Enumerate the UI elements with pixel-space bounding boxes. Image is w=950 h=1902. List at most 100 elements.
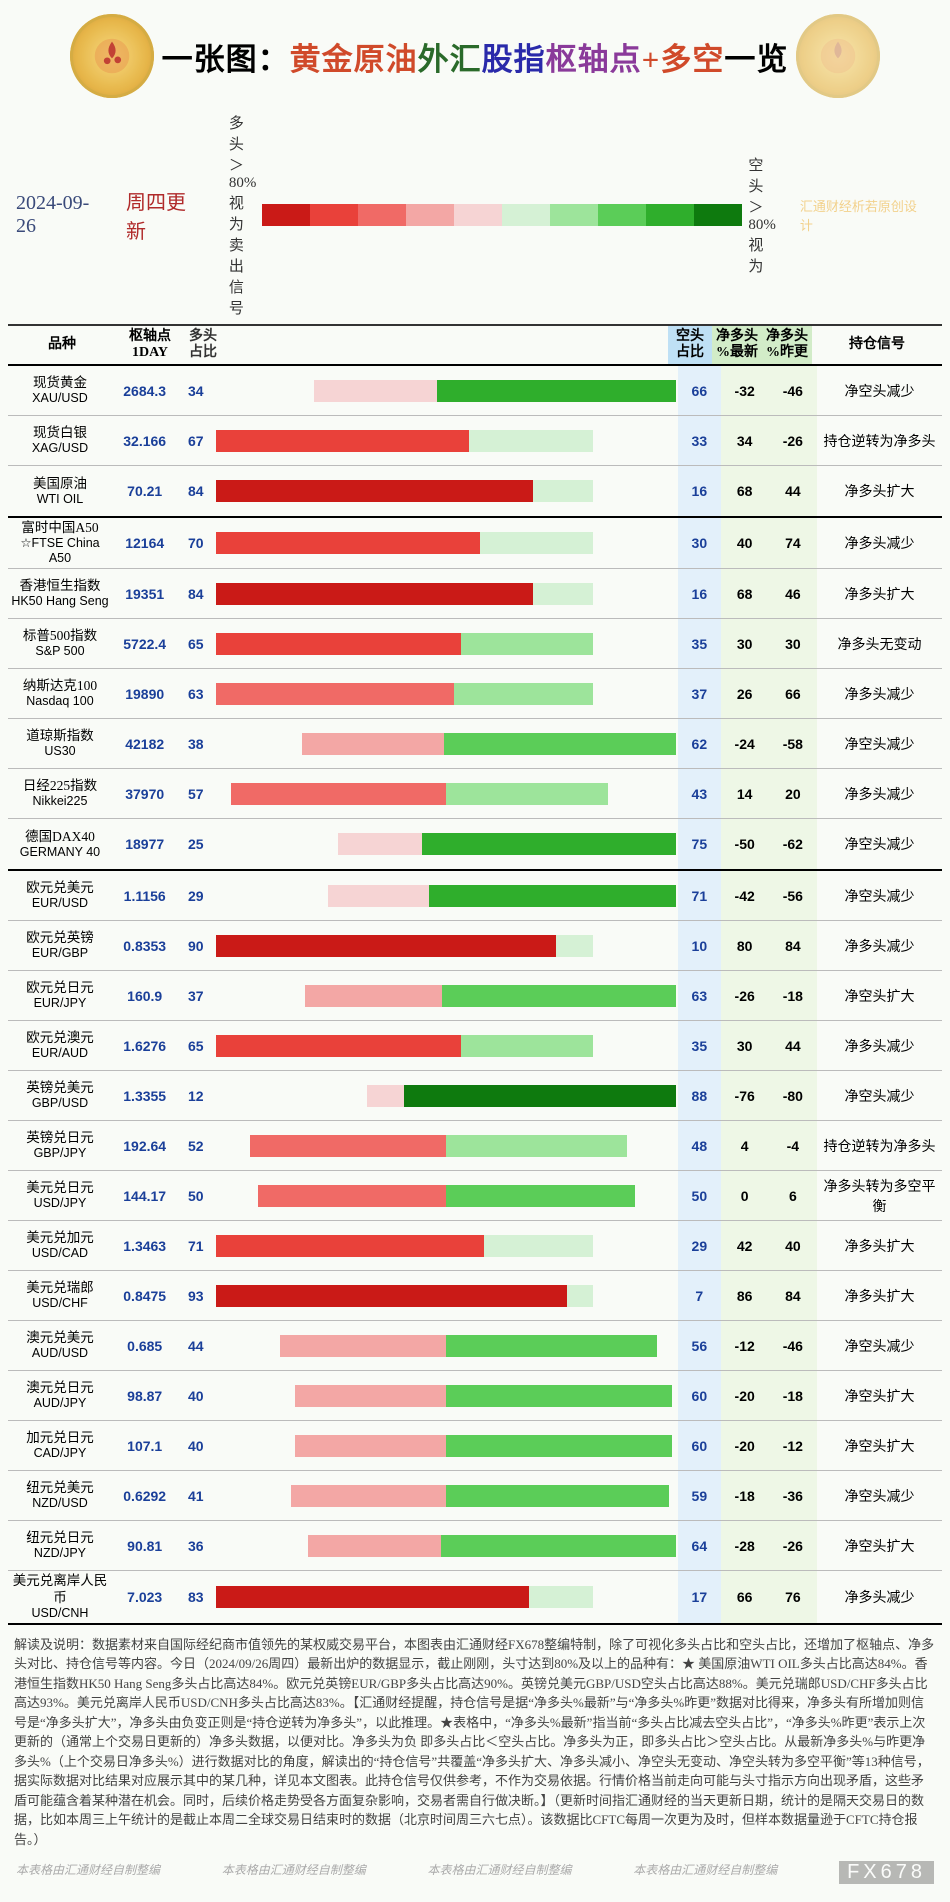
net-now: 30 (721, 1021, 769, 1070)
col-signal: 持仓信号 (812, 326, 942, 364)
instrument-en: S&P 500 (35, 644, 84, 659)
instrument-cn: 澳元兑美元 (26, 1330, 94, 1346)
instrument-en: NZD/JPY (34, 1546, 86, 1561)
ratio-bar (214, 1521, 678, 1570)
pivot-value: 98.87 (112, 1371, 178, 1420)
net-now: -42 (721, 871, 769, 920)
table-row: 美元兑加元USD/CAD1.346371294240净多头扩大 (8, 1221, 942, 1271)
long-pct: 52 (177, 1121, 214, 1170)
signal: 净多头扩大 (817, 1271, 942, 1320)
signal: 持仓逆转为净多头 (817, 1121, 942, 1170)
ratio-bar (214, 1371, 678, 1420)
short-pct: 66 (678, 366, 720, 415)
net-prev: -58 (769, 719, 817, 768)
ratio-bar (214, 1321, 678, 1370)
table-row: 现货白银XAG/USD32.166673334-26持仓逆转为净多头 (8, 416, 942, 466)
long-pct: 63 (177, 669, 214, 718)
short-pct: 60 (678, 1371, 720, 1420)
table-row: 香港恒生指数HK50 Hang Seng1935184166846净多头扩大 (8, 569, 942, 619)
instrument-cn: 富时中国A50 (21, 520, 98, 536)
table-row: 富时中国A50☆FTSE China A501216470304074净多头减少 (8, 518, 942, 569)
net-prev: -62 (769, 819, 817, 869)
net-now: 86 (721, 1271, 769, 1320)
long-pct: 12 (177, 1071, 214, 1120)
net-now: 34 (721, 416, 769, 465)
ratio-bar (214, 366, 678, 415)
pivot-value: 19890 (112, 669, 178, 718)
instrument-en: USD/CHF (32, 1296, 88, 1311)
ratio-bar (214, 1121, 678, 1170)
pivot-value: 7.023 (112, 1571, 178, 1622)
signal: 净多头减少 (817, 921, 942, 970)
net-prev: -56 (769, 871, 817, 920)
net-prev: 44 (769, 1021, 817, 1070)
long-pct: 83 (177, 1571, 214, 1622)
long-pct: 70 (177, 518, 214, 568)
net-prev: -4 (769, 1121, 817, 1170)
ratio-bar (214, 921, 678, 970)
net-prev: -12 (769, 1421, 817, 1470)
long-pct: 34 (177, 366, 214, 415)
long-pct: 29 (177, 871, 214, 920)
medallion-left-icon (70, 14, 154, 98)
signal: 净空头减少 (817, 719, 942, 768)
long-pct: 90 (177, 921, 214, 970)
bottom-watermark: 本表格由汇通财经自制整编 本表格由汇通财经自制整编 本表格由汇通财经自制整编 本… (8, 1855, 942, 1894)
ratio-bar (214, 1071, 678, 1120)
pivot-value: 32.166 (112, 416, 178, 465)
instrument-en: AUD/USD (32, 1346, 88, 1361)
legend-gradient (262, 204, 742, 226)
net-now: -76 (721, 1071, 769, 1120)
short-pct: 63 (678, 971, 720, 1020)
pivot-value: 1.1156 (112, 871, 178, 920)
pivot-value: 19351 (112, 569, 178, 618)
net-prev: -18 (769, 971, 817, 1020)
instrument-en: Nikkei225 (33, 794, 88, 809)
short-pct: 35 (678, 619, 720, 668)
net-prev: 66 (769, 669, 817, 718)
short-pct: 17 (678, 1571, 720, 1622)
short-pct: 37 (678, 669, 720, 718)
ratio-bar (214, 1021, 678, 1070)
net-now: 40 (721, 518, 769, 568)
pivot-value: 144.17 (112, 1171, 178, 1220)
instrument-en: AUD/JPY (34, 1396, 87, 1411)
long-pct: 41 (177, 1471, 214, 1520)
short-pct: 75 (678, 819, 720, 869)
net-prev: -26 (769, 1521, 817, 1570)
net-prev: -36 (769, 1471, 817, 1520)
signal: 净空头减少 (817, 1071, 942, 1120)
instrument-cn: 纽元兑日元 (26, 1530, 94, 1546)
short-pct: 88 (678, 1071, 720, 1120)
signal: 净多头转为多空平衡 (817, 1171, 942, 1220)
short-pct: 56 (678, 1321, 720, 1370)
long-pct: 84 (177, 569, 214, 618)
long-pct: 65 (177, 1021, 214, 1070)
ratio-bar (214, 1171, 678, 1220)
signal: 持仓逆转为净多头 (817, 416, 942, 465)
table-row: 现货黄金XAU/USD2684.33466-32-46净空头减少 (8, 366, 942, 416)
header: 一张图：黄金原油外汇股指枢轴点+多空一览 (8, 8, 942, 108)
ratio-bar (214, 871, 678, 920)
instrument-cn: 欧元兑澳元 (26, 1030, 94, 1046)
net-now: -26 (721, 971, 769, 1020)
signal: 净空头减少 (817, 1321, 942, 1370)
signal: 净空头减少 (817, 819, 942, 869)
table-row: 欧元兑澳元EUR/AUD1.627665353044净多头减少 (8, 1021, 942, 1071)
net-now: 42 (721, 1221, 769, 1270)
ratio-bar (214, 466, 678, 516)
pivot-value: 1.3355 (112, 1071, 178, 1120)
pivot-value: 70.21 (112, 466, 178, 516)
net-prev: -80 (769, 1071, 817, 1120)
instrument-cn: 美元兑离岸人民币 (10, 1573, 110, 1605)
long-pct: 67 (177, 416, 214, 465)
short-pct: 48 (678, 1121, 720, 1170)
pivot-value: 18977 (112, 819, 178, 869)
ratio-bar (214, 1421, 678, 1470)
short-pct: 35 (678, 1021, 720, 1070)
long-pct: 57 (177, 769, 214, 818)
wm2: 本表格由汇通财经自制整编 (222, 1861, 366, 1884)
net-now: -32 (721, 366, 769, 415)
signal: 净空头扩大 (817, 971, 942, 1020)
signal: 净多头减少 (817, 669, 942, 718)
